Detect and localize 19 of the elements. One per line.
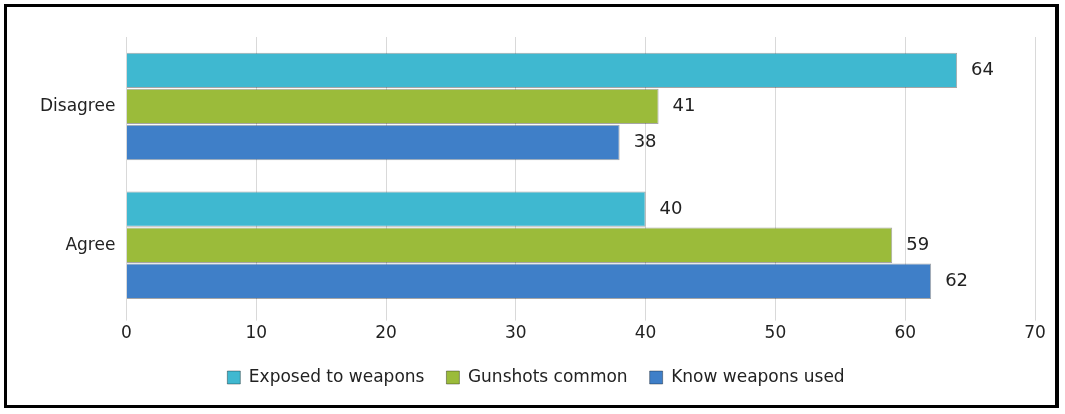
y-tick-label: Agree <box>65 233 116 254</box>
x-tick-label: 70 <box>1024 322 1046 343</box>
x-tick-label: 40 <box>634 322 657 343</box>
x-tick-label: 10 <box>245 322 268 343</box>
x-tick-label: 30 <box>504 322 527 343</box>
x-tick-label: 20 <box>375 322 397 343</box>
x-tick-label: 0 <box>121 322 132 343</box>
legend-label: Know weapons used <box>671 365 845 386</box>
data-label: 64 <box>971 57 995 79</box>
data-label: 59 <box>906 232 930 254</box>
legend-label: Gunshots common <box>467 365 628 386</box>
data-label: 40 <box>659 196 683 218</box>
data-label: 41 <box>672 94 696 116</box>
y-tick-label: Disagree <box>39 94 116 115</box>
x-tick-label: 50 <box>764 322 787 343</box>
legend-label: Exposed to weapons <box>248 365 425 386</box>
x-tick-label: 60 <box>894 322 917 343</box>
data-label: 62 <box>945 268 969 290</box>
data-label: 38 <box>633 130 657 152</box>
